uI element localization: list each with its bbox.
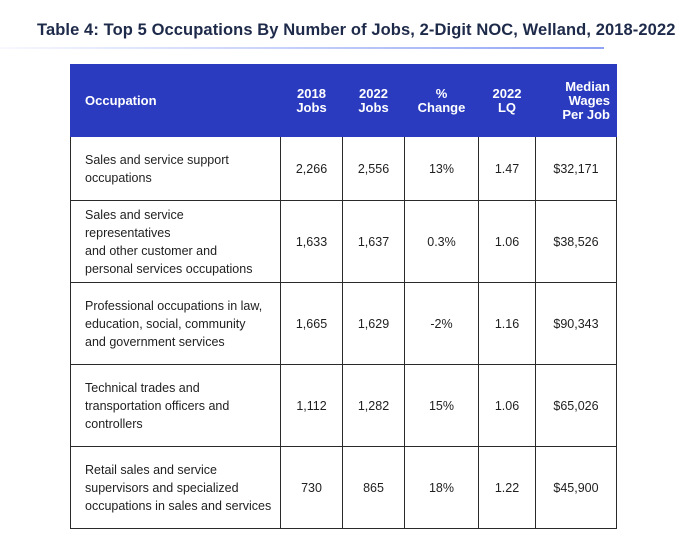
- cell-occupation: Sales and service support occupations: [70, 136, 281, 201]
- table-title: Table 4: Top 5 Occupations By Number of …: [37, 21, 676, 39]
- cell-occupation: Sales and service representatives and ot…: [70, 200, 281, 283]
- cell-percent-change: 18%: [404, 446, 479, 529]
- cell-2022-jobs: 2,556: [342, 136, 405, 201]
- cell-2018-jobs: 1,112: [280, 364, 343, 447]
- cell-median-wages: $90,343: [535, 282, 617, 365]
- header-2018-jobs-line1: 2018: [297, 85, 326, 101]
- occupations-table: Occupation 2018 Jobs 2022 Jobs % Change …: [70, 64, 617, 529]
- table-row: Retail sales and service supervisors and…: [70, 446, 617, 529]
- header-2022-lq-line2: LQ: [497, 99, 517, 115]
- occupation-line: Professional occupations in law,: [85, 298, 263, 313]
- title-underline: [0, 47, 604, 49]
- cell-median-wages: $45,900: [535, 446, 617, 529]
- cell-2022-jobs: 1,282: [342, 364, 405, 447]
- cell-percent-change: 13%: [404, 136, 479, 201]
- table-row: Sales and service representatives and ot…: [70, 200, 617, 283]
- occupation-line: Sales and service support: [85, 152, 229, 167]
- cell-2022-lq: 1.47: [478, 136, 536, 201]
- table-header-row: Occupation 2018 Jobs 2022 Jobs % Change …: [70, 64, 617, 137]
- occupation-line: education, social, community: [85, 316, 246, 331]
- occupation-line: Sales and service representatives: [85, 207, 184, 240]
- header-percent-change-line2: Change: [417, 99, 466, 115]
- cell-median-wages: $65,026: [535, 364, 617, 447]
- occupation-line: controllers: [85, 416, 143, 431]
- occupation-line: and other customer and: [85, 243, 218, 258]
- cell-2022-lq: 1.16: [478, 282, 536, 365]
- cell-2022-jobs: 1,629: [342, 282, 405, 365]
- cell-percent-change: 0.3%: [404, 200, 479, 283]
- header-occupation: Occupation: [70, 64, 281, 137]
- header-2018-jobs: 2018 Jobs: [280, 64, 343, 137]
- header-median-wages-line3: Per Job: [562, 106, 610, 122]
- occupation-line: personal services occupations: [85, 261, 253, 276]
- header-percent-change-line1: %: [435, 85, 448, 101]
- cell-2018-jobs: 2,266: [280, 136, 343, 201]
- cell-percent-change: 15%: [404, 364, 479, 447]
- header-2022-lq-line1: 2022: [492, 85, 522, 101]
- cell-2018-jobs: 1,665: [280, 282, 343, 365]
- cell-2022-jobs: 1,637: [342, 200, 405, 283]
- header-2022-jobs-line1: 2022: [359, 85, 388, 101]
- cell-2018-jobs: 1,633: [280, 200, 343, 283]
- cell-occupation: Professional occupations in law, educati…: [70, 282, 281, 365]
- cell-occupation: Retail sales and service supervisors and…: [70, 446, 281, 529]
- header-median-wages-line2: Wages: [568, 92, 610, 108]
- occupation-line: transportation officers and: [85, 398, 230, 413]
- header-median-wages: Median Wages Per Job: [535, 64, 617, 137]
- header-median-wages-line1: Median: [565, 78, 610, 94]
- cell-percent-change: -2%: [404, 282, 479, 365]
- table-row: Technical trades and transportation offi…: [70, 364, 617, 447]
- header-2022-lq: 2022 LQ: [478, 64, 536, 137]
- occupation-line: occupations in sales and services: [85, 498, 272, 513]
- occupation-line: supervisors and specialized: [85, 480, 239, 495]
- header-2022-jobs-line2: Jobs: [358, 99, 389, 115]
- cell-2022-jobs: 865: [342, 446, 405, 529]
- cell-2022-lq: 1.06: [478, 364, 536, 447]
- table-row: Professional occupations in law, educati…: [70, 282, 617, 365]
- occupation-line: and government services: [85, 334, 225, 349]
- cell-2022-lq: 1.22: [478, 446, 536, 529]
- occupation-line: Retail sales and service: [85, 462, 218, 477]
- cell-occupation: Technical trades and transportation offi…: [70, 364, 281, 447]
- cell-2018-jobs: 730: [280, 446, 343, 529]
- header-2018-jobs-line2: Jobs: [296, 99, 327, 115]
- table-row: Sales and service support occupations 2,…: [70, 136, 617, 201]
- cell-2022-lq: 1.06: [478, 200, 536, 283]
- cell-median-wages: $32,171: [535, 136, 617, 201]
- header-percent-change: % Change: [404, 64, 479, 137]
- header-2022-jobs: 2022 Jobs: [342, 64, 405, 137]
- occupation-line: Technical trades and: [85, 380, 200, 395]
- occupation-line: occupations: [85, 170, 152, 185]
- cell-median-wages: $38,526: [535, 200, 617, 283]
